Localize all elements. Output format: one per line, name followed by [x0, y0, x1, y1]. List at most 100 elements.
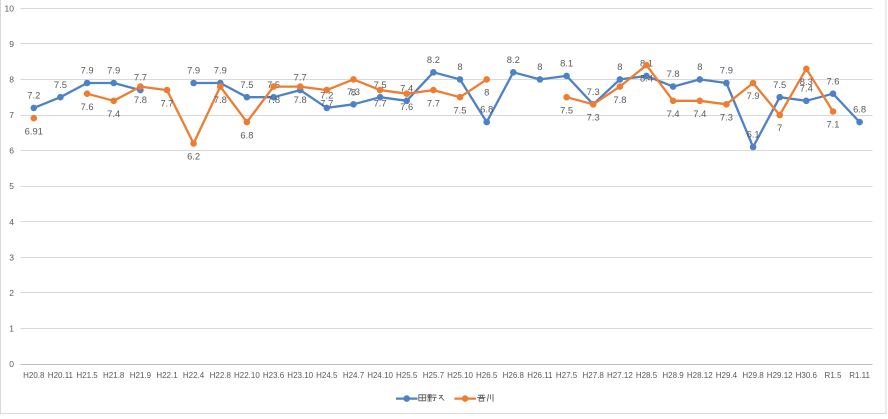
svg-text:7.3: 7.3 — [587, 86, 600, 97]
svg-text:H29.12: H29.12 — [767, 371, 793, 380]
svg-text:7.7: 7.7 — [320, 97, 333, 108]
svg-text:7.7: 7.7 — [134, 72, 147, 83]
svg-text:H22.4: H22.4 — [183, 371, 205, 380]
svg-text:7.3: 7.3 — [587, 112, 600, 123]
svg-text:8.2: 8.2 — [427, 54, 440, 65]
svg-text:H28.12: H28.12 — [687, 371, 713, 380]
svg-text:H24.5: H24.5 — [316, 371, 338, 380]
svg-text:H26.5: H26.5 — [476, 371, 498, 380]
svg-text:8: 8 — [457, 61, 462, 72]
svg-text:H22.10: H22.10 — [234, 371, 260, 380]
svg-text:6.8: 6.8 — [853, 104, 866, 115]
svg-text:8: 8 — [484, 87, 489, 98]
svg-text:H22.1: H22.1 — [156, 371, 178, 380]
svg-text:7.5: 7.5 — [240, 79, 253, 90]
svg-text:H27.5: H27.5 — [556, 371, 578, 380]
svg-text:3: 3 — [9, 252, 14, 262]
svg-text:7.8: 7.8 — [613, 94, 626, 105]
svg-text:6: 6 — [9, 146, 14, 156]
svg-text:H25.5: H25.5 — [396, 371, 418, 380]
svg-text:R1.5: R1.5 — [825, 371, 842, 380]
svg-text:7.6: 7.6 — [400, 101, 413, 112]
svg-text:7.5: 7.5 — [54, 79, 67, 90]
svg-text:7.6: 7.6 — [826, 75, 839, 86]
svg-text:9: 9 — [9, 39, 14, 49]
svg-text:2: 2 — [9, 288, 14, 298]
svg-text:H20.11: H20.11 — [48, 371, 74, 380]
svg-text:6.1: 6.1 — [747, 129, 760, 140]
svg-text:7.9: 7.9 — [187, 65, 200, 76]
svg-text:7.8: 7.8 — [214, 94, 227, 105]
svg-text:7.9: 7.9 — [81, 65, 94, 76]
svg-text:7.8: 7.8 — [667, 68, 680, 79]
svg-text:7.8: 7.8 — [267, 94, 280, 105]
svg-text:7.8: 7.8 — [134, 94, 147, 105]
svg-text:8: 8 — [9, 75, 14, 85]
svg-text:6.8: 6.8 — [240, 129, 253, 140]
svg-text:H27.8: H27.8 — [583, 371, 605, 380]
svg-text:7.5: 7.5 — [453, 104, 466, 115]
svg-text:7.4: 7.4 — [800, 82, 813, 93]
svg-text:7.9: 7.9 — [720, 65, 733, 76]
svg-text:7.8: 7.8 — [294, 94, 307, 105]
svg-text:7.3: 7.3 — [720, 112, 733, 123]
svg-text:8.3: 8.3 — [800, 76, 813, 87]
svg-text:7.6: 7.6 — [81, 101, 94, 112]
svg-text:7.1: 7.1 — [826, 119, 839, 130]
svg-text:H21.8: H21.8 — [103, 371, 125, 380]
svg-text:7.4: 7.4 — [107, 108, 120, 119]
svg-text:7.5: 7.5 — [374, 79, 387, 90]
svg-text:7.5: 7.5 — [560, 104, 573, 115]
svg-text:H26.8: H26.8 — [503, 371, 525, 380]
svg-text:8.1: 8.1 — [560, 58, 573, 69]
svg-text:H30.6: H30.6 — [796, 371, 818, 380]
svg-text:H24.7: H24.7 — [343, 371, 365, 380]
svg-text:1: 1 — [9, 324, 14, 334]
svg-text:H21.9: H21.9 — [130, 371, 152, 380]
svg-text:7.9: 7.9 — [747, 90, 760, 101]
svg-text:6.91: 6.91 — [25, 125, 43, 136]
svg-text:6.8: 6.8 — [480, 104, 493, 115]
svg-text:R1.11: R1.11 — [849, 371, 870, 380]
svg-text:H24.10: H24.10 — [367, 371, 393, 380]
svg-text:7.5: 7.5 — [773, 79, 786, 90]
svg-text:H23.6: H23.6 — [263, 371, 285, 380]
svg-text:8.2: 8.2 — [507, 54, 520, 65]
svg-text:8.4: 8.4 — [640, 72, 653, 83]
svg-text:8: 8 — [697, 61, 702, 72]
svg-text:7.9: 7.9 — [107, 65, 120, 76]
svg-text:10: 10 — [5, 3, 15, 13]
svg-text:H20.8: H20.8 — [23, 371, 45, 380]
svg-text:H25.10: H25.10 — [447, 371, 473, 380]
svg-text:7.9: 7.9 — [214, 65, 227, 76]
svg-text:H22.8: H22.8 — [210, 371, 232, 380]
svg-text:7: 7 — [777, 122, 782, 133]
svg-text:5: 5 — [9, 181, 14, 191]
svg-text:7.2: 7.2 — [320, 90, 333, 101]
svg-text:7.4: 7.4 — [693, 108, 706, 119]
svg-text:H25.7: H25.7 — [423, 371, 445, 380]
svg-text:H21.5: H21.5 — [76, 371, 98, 380]
svg-text:H26.11: H26.11 — [527, 371, 553, 380]
svg-text:8: 8 — [537, 61, 542, 72]
svg-text:8: 8 — [351, 87, 356, 98]
svg-text:0: 0 — [9, 359, 14, 369]
svg-text:H23.10: H23.10 — [287, 371, 313, 380]
svg-text:7.4: 7.4 — [400, 82, 413, 93]
svg-text:7.7: 7.7 — [160, 97, 173, 108]
svg-text:H29.4: H29.4 — [716, 371, 738, 380]
svg-text:H28.5: H28.5 — [636, 371, 658, 380]
svg-text:7.3: 7.3 — [347, 86, 360, 97]
svg-text:H28.9: H28.9 — [662, 371, 684, 380]
svg-text:7.2: 7.2 — [27, 90, 40, 101]
svg-text:7.7: 7.7 — [294, 72, 307, 83]
svg-text:7: 7 — [9, 110, 14, 120]
svg-text:H29.8: H29.8 — [742, 371, 764, 380]
svg-text:7.7: 7.7 — [427, 97, 440, 108]
svg-text:4: 4 — [9, 217, 14, 227]
svg-text:8: 8 — [617, 61, 622, 72]
svg-text:7.7: 7.7 — [374, 97, 387, 108]
svg-text:H27.12: H27.12 — [607, 371, 633, 380]
svg-text:6.2: 6.2 — [187, 151, 200, 162]
svg-text:7.4: 7.4 — [667, 108, 680, 119]
